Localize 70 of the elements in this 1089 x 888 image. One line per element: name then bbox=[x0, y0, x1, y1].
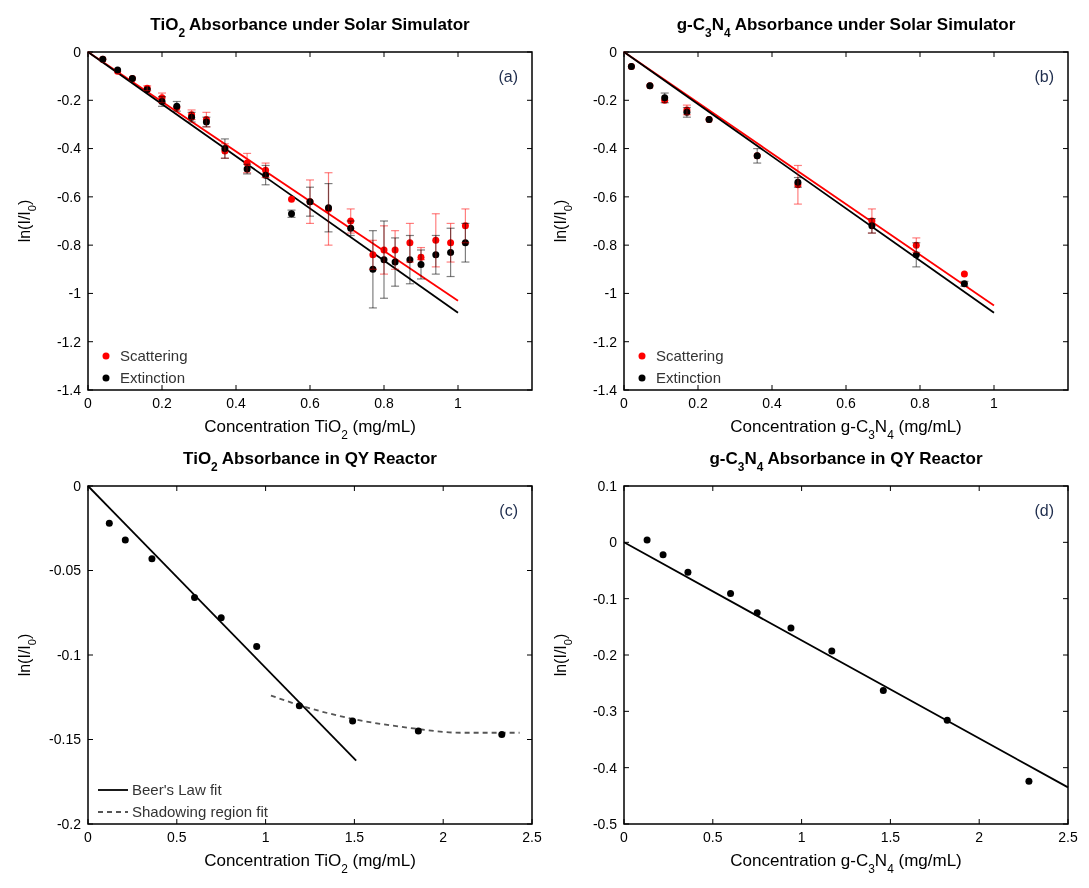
x-tick-label: 1.5 bbox=[880, 829, 901, 845]
x-tick-label: 0 bbox=[84, 395, 93, 411]
x-tick-label: 0.4 bbox=[226, 395, 246, 411]
x-tick-label: 2.5 bbox=[522, 829, 542, 845]
x-tick-label: 1 bbox=[797, 829, 806, 845]
y-tick-label: -0.05 bbox=[49, 562, 82, 579]
chart-title: g-C$_{3}$N$_{4}$ Absorbance under Solar Simulator bbox=[676, 15, 1016, 40]
x-axis-title: Concentration TiO$_{2}$ (mg/mL) bbox=[204, 417, 416, 442]
y-tick-label: 0.1 bbox=[597, 477, 618, 494]
y-tick-label: 0 bbox=[73, 477, 82, 494]
x-tick-label: 0.2 bbox=[152, 395, 172, 411]
y-tick-label: 0 bbox=[73, 43, 82, 60]
legend-label: Extinction bbox=[120, 369, 186, 387]
y-tick-label: -0.2 bbox=[592, 646, 618, 663]
annotation: (b) bbox=[1034, 68, 1054, 85]
y-tick-label: 0 bbox=[609, 43, 618, 60]
x-tick-label: 0.6 bbox=[836, 395, 856, 411]
y-tick-label: -1 bbox=[604, 285, 618, 302]
y-tick-label: -0.4 bbox=[56, 140, 82, 157]
y-tick-label: -0.8 bbox=[592, 237, 618, 254]
y-tick-label: -1.4 bbox=[56, 381, 82, 398]
y-tick-label: -0.6 bbox=[56, 188, 82, 205]
x-tick-label: 0 bbox=[620, 395, 629, 411]
x-tick-label: 1 bbox=[454, 395, 463, 411]
y-tick-label: 0 bbox=[609, 534, 618, 551]
x-tick-label: 0 bbox=[84, 829, 93, 845]
y-tick-label: -0.1 bbox=[56, 646, 82, 663]
y-tick-label: -0.4 bbox=[592, 140, 618, 157]
chart-title: TiO$_{2}$ Absorbance in QY Reactor bbox=[183, 449, 438, 474]
y-tick-label: -0.6 bbox=[592, 188, 618, 205]
legend-label: Extinction bbox=[656, 369, 722, 387]
x-tick-label: 2 bbox=[439, 829, 448, 845]
x-tick-label: 2.5 bbox=[1058, 829, 1078, 845]
x-tick-label: 1.5 bbox=[344, 829, 365, 845]
y-tick-label: -1.2 bbox=[592, 333, 618, 350]
y-tick-label: -0.8 bbox=[56, 237, 82, 254]
x-tick-label: 1 bbox=[261, 829, 270, 845]
x-axis-title: Concentration g-C$_{3}$N$_{4}$ (mg/mL) bbox=[730, 417, 962, 442]
x-tick-label: 0.6 bbox=[300, 395, 320, 411]
annotation: (c) bbox=[499, 502, 518, 519]
y-tick-label: -0.4 bbox=[592, 759, 618, 776]
x-tick-label: 0.4 bbox=[762, 395, 782, 411]
x-tick-label: 0.5 bbox=[167, 829, 187, 845]
x-tick-label: 0.5 bbox=[703, 829, 723, 845]
legend-label: Shadowing region fit bbox=[132, 803, 269, 821]
y-tick-label: -0.2 bbox=[56, 815, 82, 832]
x-tick-label: 1 bbox=[990, 395, 999, 411]
annotation: (a) bbox=[498, 68, 518, 85]
chart-title: TiO$_{2}$ Absorbance under Solar Simulator bbox=[150, 15, 471, 40]
x-axis-title: Concentration g-C$_{3}$N$_{4}$ (mg/mL) bbox=[730, 851, 962, 876]
y-tick-label: -0.2 bbox=[592, 92, 618, 109]
y-tick-label: -1 bbox=[68, 285, 82, 302]
x-tick-label: 0.8 bbox=[374, 395, 394, 411]
y-tick-label: -1.4 bbox=[592, 381, 618, 398]
y-tick-label: -1.2 bbox=[56, 333, 82, 350]
y-tick-label: -0.2 bbox=[56, 92, 82, 109]
annotation: (d) bbox=[1034, 502, 1054, 519]
x-tick-label: 0.8 bbox=[910, 395, 930, 411]
y-tick-label: -0.3 bbox=[592, 703, 618, 720]
legend-label: Scattering bbox=[656, 347, 724, 365]
y-tick-label: -0.1 bbox=[592, 590, 618, 607]
x-tick-label: 0 bbox=[620, 829, 629, 845]
x-tick-label: 2 bbox=[975, 829, 984, 845]
legend-label: Beer's Law fit bbox=[132, 781, 223, 799]
legend-label: Scattering bbox=[120, 347, 188, 365]
x-tick-label: 0.2 bbox=[688, 395, 708, 411]
y-tick-label: -0.5 bbox=[592, 815, 618, 832]
y-tick-label: -0.15 bbox=[49, 731, 82, 748]
x-axis-title: Concentration TiO$_{2}$ (mg/mL) bbox=[204, 851, 416, 876]
chart-title: g-C$_{3}$N$_{4}$ Absorbance in QY Reactor bbox=[709, 449, 983, 474]
